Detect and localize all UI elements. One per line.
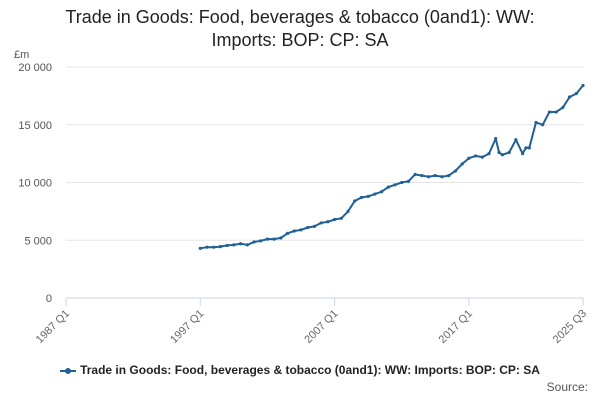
legend-dot [65,367,72,374]
y-tick-label: 0 [46,293,52,305]
data-point[interactable] [373,192,377,196]
data-point[interactable] [259,239,263,243]
data-point[interactable] [339,216,343,220]
series-line[interactable] [200,84,584,250]
data-point[interactable] [440,175,444,179]
data-point[interactable] [366,194,370,198]
data-point[interactable] [326,220,330,224]
chart-title-line-1: Trade in Goods: Food, beverages & tobacc… [65,7,535,27]
gridlines [66,66,583,241]
data-point[interactable] [561,105,565,110]
y-tick-label: 5 000 [24,235,52,247]
series-group [198,83,585,250]
data-point[interactable] [497,150,501,155]
data-point[interactable] [386,185,390,189]
data-point[interactable] [520,152,525,156]
y-tick-label: 10 000 [18,178,52,190]
x-tick-label: 2025 Q3 [551,308,589,346]
data-point[interactable] [393,183,397,187]
data-point[interactable] [225,243,229,248]
data-point[interactable] [500,153,505,157]
data-point[interactable] [413,172,417,177]
data-point[interactable] [332,217,337,222]
data-point[interactable] [507,150,511,155]
x-axis: 1987 Q1 1997 Q1 2007 Q1 2017 Q1 2025 Q3 [34,297,589,346]
data-point[interactable] [447,173,451,178]
data-point[interactable] [299,228,303,232]
data-point[interactable] [198,246,202,250]
y-axis-ticks: 0 5 000 10 000 15 000 20 000 [18,62,52,305]
data-point[interactable] [353,199,357,203]
data-point[interactable] [245,243,249,247]
data-point[interactable] [460,162,464,166]
data-point[interactable] [306,225,310,230]
data-point[interactable] [527,146,531,150]
data-point[interactable] [285,231,290,235]
data-point[interactable] [232,243,236,247]
chart-title: Trade in Goods: Food, beverages & tobacc… [0,6,600,52]
data-point[interactable] [547,110,552,114]
data-point[interactable] [346,209,350,213]
data-point[interactable] [218,245,223,249]
data-point[interactable] [487,152,491,156]
data-point[interactable] [581,83,585,88]
y-axis-unit-label: £m [14,49,29,61]
legend-line-marker-icon [60,366,77,376]
y-tick-label: 20 000 [18,62,52,74]
data-point[interactable] [359,195,364,200]
data-point[interactable] [379,190,384,194]
chart-title-line-2: Imports: BOP: CP: SA [211,30,389,50]
data-point[interactable] [524,146,528,150]
data-point[interactable] [554,110,558,114]
data-point[interactable] [279,236,283,240]
legend-label: Trade in Goods: Food, beverages & tobacc… [80,363,540,377]
data-point[interactable] [272,237,276,241]
data-point[interactable] [400,180,404,185]
data-point[interactable] [473,154,478,158]
data-point[interactable] [292,229,296,233]
data-point[interactable] [312,224,317,228]
data-point[interactable] [265,237,270,241]
data-point[interactable] [420,173,424,178]
data-point[interactable] [212,245,216,249]
legend[interactable]: Trade in Goods: Food, beverages & tobacc… [0,363,600,377]
x-tick-label: 2017 Q1 [437,308,475,346]
data-point[interactable] [574,91,578,96]
y-tick-label: 15 000 [18,120,52,132]
data-point[interactable] [514,138,518,142]
data-point[interactable] [534,120,538,125]
data-point[interactable] [453,169,458,173]
data-point[interactable] [252,240,256,244]
data-point[interactable] [494,137,498,141]
data-point[interactable] [238,242,243,246]
source-label: Source: [546,380,588,394]
data-point[interactable] [541,123,545,127]
data-point[interactable] [480,155,484,159]
data-point[interactable] [426,175,431,179]
data-point[interactable] [205,245,209,249]
data-point[interactable] [406,179,411,183]
data-point[interactable] [433,173,437,178]
x-tick-label: 1997 Q1 [168,308,206,346]
x-tick-label: 2007 Q1 [302,308,340,346]
data-point[interactable] [567,95,572,99]
x-tick-label: 1987 Q1 [34,308,72,346]
data-point[interactable] [319,221,323,225]
data-point[interactable] [467,156,471,160]
